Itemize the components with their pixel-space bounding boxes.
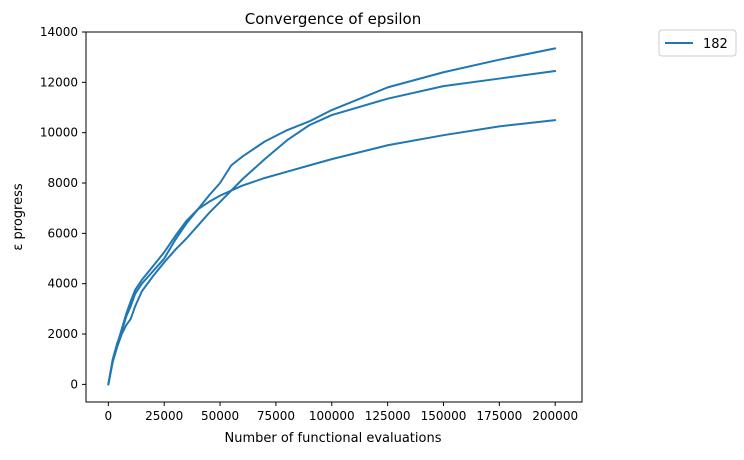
x-tick-label: 50000 [201, 409, 239, 423]
x-axis-label: Number of functional evaluations [225, 431, 442, 446]
x-tick-label: 200000 [532, 409, 578, 423]
chart-title: Convergence of epsilon [245, 10, 421, 28]
series-lines [107, 47, 557, 386]
legend-label: 182 [703, 37, 728, 52]
x-axis-ticks: 0 25000 50000 75000 100000 125000 150000 175000… [105, 402, 578, 423]
x-tick-label: 150000 [421, 409, 467, 423]
x-tick-label: 75000 [257, 409, 295, 423]
y-axis-ticks: 0 2000 4000 6000 8000 10000 12000 14000 [40, 25, 86, 391]
x-tick-label: 125000 [365, 409, 411, 423]
y-tick-label: 0 [70, 377, 78, 391]
series-line [107, 119, 557, 386]
x-tick-label: 100000 [309, 409, 355, 423]
series-line [107, 70, 557, 386]
legend-box [658, 29, 737, 57]
y-tick-label: 4000 [47, 277, 78, 291]
y-tick-label: 6000 [47, 226, 78, 240]
plot-area [85, 31, 583, 403]
y-axis-label: ε progress [11, 183, 26, 251]
legend: 182 [658, 29, 737, 57]
y-tick-label: 8000 [47, 176, 78, 190]
y-tick-label: 12000 [40, 75, 78, 89]
y-tick-label: 2000 [47, 327, 78, 341]
x-tick-label: 25000 [145, 409, 183, 423]
y-tick-label: 14000 [40, 25, 78, 39]
y-tick-label: 10000 [40, 126, 78, 140]
x-tick-label: 0 [105, 409, 113, 423]
x-tick-label: 175000 [476, 409, 522, 423]
